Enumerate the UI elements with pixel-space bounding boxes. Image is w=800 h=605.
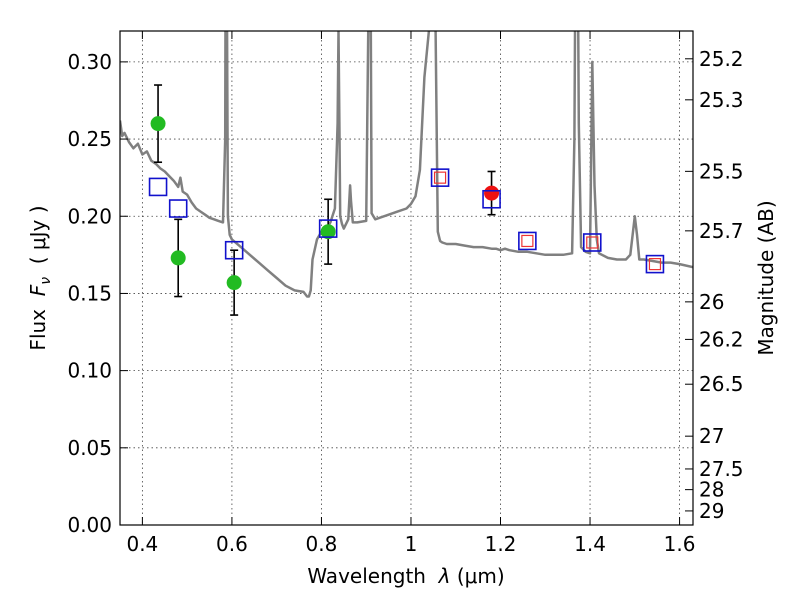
x-tick-label: 1.4 [574, 532, 606, 556]
model-band-square [168, 199, 188, 218]
plot-frame [119, 30, 694, 526]
x-tick-label: 0.4 [126, 532, 158, 556]
observed-point [226, 275, 242, 291]
y-tick-label: 0.15 [67, 281, 112, 305]
y-tick-label: 0.05 [67, 436, 112, 460]
x-tick-label: 1.2 [485, 532, 517, 556]
y-tick-label: 0.20 [67, 204, 112, 228]
x-tick-label: 0.8 [306, 532, 338, 556]
y-tick-label: 0.10 [67, 359, 112, 383]
y2-tick-label: 27 [699, 424, 724, 448]
y2-tick-label: 25.3 [699, 88, 744, 112]
model-band-square [582, 233, 602, 252]
model-band-inner-square [648, 258, 662, 271]
model-band-inner-square [586, 236, 599, 249]
marker-layer [148, 84, 665, 316]
model-band-inner-square [521, 234, 534, 248]
observed-point [484, 185, 500, 201]
model-sed-line [120, 31, 693, 298]
model-band-inner-square [433, 171, 447, 184]
observed-point [320, 224, 336, 240]
model-band-square [518, 231, 537, 251]
y-tick-label: 0.30 [67, 50, 112, 74]
model-band-square [148, 177, 168, 197]
x-tick-label: 0.6 [216, 532, 248, 556]
model-band-square [645, 254, 665, 274]
y2-tick-label: 26.5 [699, 372, 744, 396]
model-sed-layer [120, 31, 693, 298]
x-tick-label: 1 [405, 532, 418, 556]
y2-tick-label: 26 [699, 290, 724, 314]
y2-tick-label: 26.2 [699, 327, 744, 351]
y2-tick-label: 25.5 [699, 159, 744, 183]
tick-layer: 0.4 0.6 0.8 1 1.2 1.4 1.6 0.00 0.05 0.10 0.15 0.20 0… [67, 31, 744, 556]
y-axis-title: Flux Fν ( μJy ) [26, 205, 54, 350]
observed-point [150, 116, 166, 132]
observed-point [170, 250, 186, 266]
model-band-square [318, 219, 338, 238]
y2-tick-label: 25.2 [699, 47, 744, 71]
x-tick-label: 1.6 [664, 532, 696, 556]
model-band-square [224, 240, 244, 260]
y-tick-label: 0.25 [67, 127, 112, 151]
model-band-square [482, 189, 501, 209]
y2-tick-label: 27.5 [699, 457, 744, 481]
y2-axis-title: Magnitude (AB) [754, 200, 778, 355]
model-band-square [430, 168, 450, 187]
y-tick-label: 0.00 [67, 513, 112, 537]
y2-tick-label: 29 [699, 499, 724, 523]
x-axis-title: Wavelength λ (μm) [307, 564, 504, 588]
y2-tick-label: 25.7 [699, 219, 744, 243]
y2-tick-label: 28 [699, 478, 724, 502]
